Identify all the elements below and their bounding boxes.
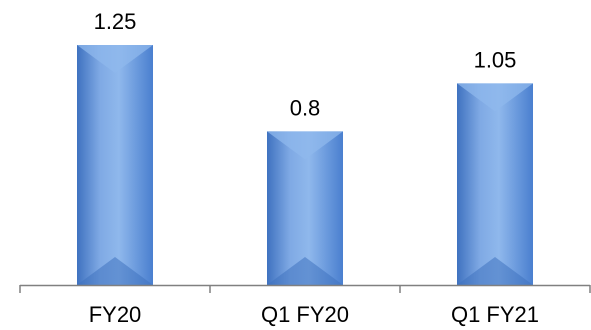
labels-group: 1.25 FY20 0.8 Q1 FY20 1.05 Q1 FY21 <box>89 9 539 327</box>
data-label: 1.25 <box>94 9 137 34</box>
bar-2 <box>267 131 343 285</box>
bar-top-bevel <box>457 83 533 112</box>
x-axis <box>19 284 591 293</box>
bar-top-bevel <box>267 131 343 160</box>
data-label: 0.8 <box>290 95 321 120</box>
x-tick-label: Q1 FY21 <box>451 302 539 327</box>
bars-group <box>77 45 533 286</box>
data-label: 1.05 <box>474 47 517 72</box>
bar-bottom-bevel <box>77 257 153 285</box>
x-tick-label: Q1 FY20 <box>261 302 349 327</box>
bar-body <box>457 83 533 286</box>
bar-body <box>77 45 153 285</box>
bar-1 <box>77 45 153 285</box>
bar-bottom-bevel <box>267 257 343 285</box>
bar-top-bevel <box>77 45 153 73</box>
x-tick-label: FY20 <box>89 302 142 327</box>
bar-3 <box>457 83 533 286</box>
bar-bottom-bevel <box>457 257 533 285</box>
